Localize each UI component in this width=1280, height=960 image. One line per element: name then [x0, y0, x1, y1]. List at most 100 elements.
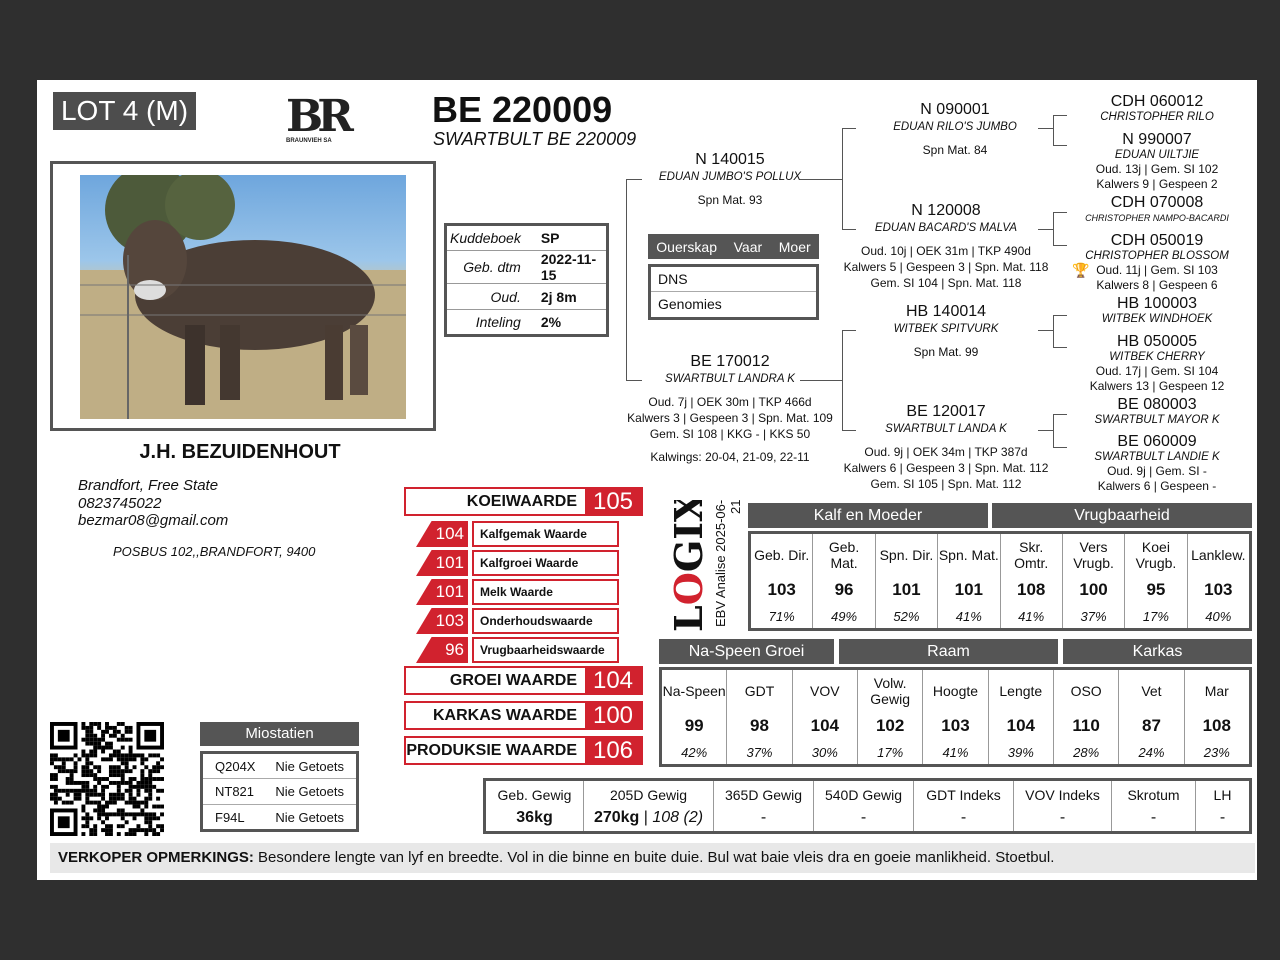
ebv-accuracy: 23%	[1203, 744, 1230, 760]
ebv-accuracy: 37%	[746, 744, 773, 760]
ebv-column: Na-Speen 99 42%	[662, 670, 726, 764]
ebv-value: 95	[1146, 580, 1166, 600]
ebv-column: Geb. Dir. 103 71%	[751, 534, 812, 628]
logix-logo: LOGIX	[666, 492, 711, 634]
pedigree-line	[1053, 447, 1067, 448]
ebv-value: 103	[1204, 580, 1233, 600]
ebv-column: Vet 87 24%	[1118, 670, 1183, 764]
ebv-accuracy: 71%	[768, 608, 795, 624]
group-header: Karkas	[1063, 639, 1252, 664]
pedigree-gen3: BE 080003 SWARTBULT MAYOR K	[1094, 396, 1220, 427]
qr-code[interactable]	[50, 722, 164, 836]
sub-value-label: Onderhoudswaarde	[472, 608, 619, 634]
pedigree-dam-sire: HB 140014 WITBEK SPITVURK Spn Mat. 99	[893, 303, 999, 359]
karkas-waarde-box: KARKAS WAARDE 100	[404, 701, 643, 730]
ebv-label: VOV	[810, 683, 840, 700]
weight-column: 540D Gewig -	[813, 781, 913, 831]
sub-value-label: Kalfgemak Waarde	[472, 521, 619, 547]
weight-label: 540D Gewig	[824, 787, 903, 803]
parentage-box: DNS Genomies	[648, 264, 819, 320]
pedigree-line	[842, 229, 856, 230]
pedigree-line	[1053, 245, 1067, 246]
ebv-column: VOV 104 30%	[791, 670, 857, 764]
weight-label: LH	[1213, 787, 1232, 803]
sub-value-label: Melk Waarde	[472, 579, 619, 605]
pedigree-gen3: CDH 050019 CHRISTOPHER BLOSSOM Oud. 11j | …	[1085, 232, 1229, 293]
pedigree-line	[1038, 229, 1053, 230]
sub-value-label: Kalfgroei Waarde	[472, 550, 619, 576]
ebv-column: OSO 110 28%	[1052, 670, 1118, 764]
weight-column: VOV Indeks -	[1013, 781, 1111, 831]
weight-label: Geb. Gewig	[497, 787, 572, 803]
ebv-accuracy: 24%	[1138, 744, 1165, 760]
remarks-text: Besondere lengte van lyf en breedte. Vol…	[258, 849, 1055, 866]
info-value: SP	[532, 224, 608, 251]
ebv-value: 102	[875, 716, 905, 736]
ebv-value: 101	[892, 580, 921, 600]
pedigree-line	[626, 380, 642, 381]
weight-number: 270kg	[593, 809, 640, 826]
myostatin-gene: NT821	[201, 778, 264, 805]
weight-value: -	[814, 809, 913, 827]
weight-label: Skrotum	[1127, 787, 1180, 803]
ebv-column: Spn. Dir. 101 52%	[874, 534, 937, 628]
myostatin-result: Nie Getoets	[263, 804, 358, 831]
ebv-label: Lengte	[999, 683, 1043, 700]
ebv-label: Mar	[1204, 683, 1229, 700]
parentage-sire-col: Vaar	[733, 238, 763, 255]
ebv-value: 103	[941, 716, 970, 736]
pedigree-gen3: N 990007 EDUAN UILTJIE Oud. 13j | Gem. SI …	[1095, 131, 1219, 192]
pedigree-line	[800, 380, 842, 381]
weight-label: 365D Gewig	[724, 787, 803, 803]
sub-value-row: 96 Vrugbaarheidswaarde	[416, 637, 619, 663]
ebv-label: Koei Vrugb.	[1135, 539, 1177, 572]
ebv-accuracy: 42%	[681, 744, 708, 760]
pedigree-line	[1053, 347, 1067, 348]
ebv-accuracy: 41%	[1018, 608, 1045, 624]
pedigree-gen3: BE 060009 SWARTBULT LANDIE K Oud. 9j | Gem…	[1094, 433, 1220, 494]
ebv-label: OSO	[1070, 683, 1102, 700]
ebv-value: 87	[1142, 716, 1161, 736]
info-value: 2%	[532, 309, 608, 336]
bull-photo	[80, 175, 406, 419]
ebv-value: 96	[834, 580, 854, 600]
owner-email[interactable]: bezmar08@gmail.com	[78, 512, 229, 529]
pedigree-line	[1053, 414, 1054, 448]
ebv-label: Vers Vrugb.	[1073, 539, 1114, 572]
info-label: Inteling	[445, 309, 533, 336]
ebv-accuracy: 52%	[893, 608, 920, 624]
pedigree-line	[842, 330, 843, 431]
info-label: Oud.	[445, 283, 533, 310]
ebv-value: 104	[1006, 716, 1035, 736]
parentage-header: Ouerskap Vaar Moer	[648, 234, 819, 259]
ebv-label: Vet	[1141, 683, 1162, 700]
group-header: Raam	[839, 639, 1058, 664]
pedigree-gen3: HB 050005 WITBEK CHERRY Oud. 17j | Gem. SI…	[1089, 333, 1225, 394]
pedigree-line	[626, 179, 627, 381]
ebv-value: 98	[750, 716, 769, 736]
pedigree-line	[842, 330, 856, 331]
weight-label: VOV Indeks	[1025, 787, 1100, 803]
myostatin-result: Nie Getoets	[263, 752, 358, 779]
info-value: 2j 8m	[532, 283, 608, 310]
weight-index: 108 (2)	[652, 809, 704, 826]
ebv-column: Vers Vrugb. 100 37%	[1061, 534, 1124, 628]
produksie-waarde-box: PRODUKSIE WAARDE 106	[404, 736, 643, 765]
pedigree-line	[1053, 315, 1067, 316]
weight-number: -	[1059, 809, 1066, 826]
parentage-dam-col: Moer	[778, 238, 811, 255]
info-label: Kuddeboek	[445, 224, 533, 251]
owner-phone[interactable]: 0823745022	[78, 495, 162, 512]
remarks-label: VERKOPER OPMERKINGS:	[58, 849, 254, 866]
sub-value-number: 101	[416, 579, 468, 605]
pedigree-line	[1038, 330, 1053, 331]
ebv-accuracy: 40%	[1205, 608, 1232, 624]
ebv-column: Lanklew. 103 40%	[1186, 534, 1249, 628]
pedigree-line	[1053, 115, 1054, 146]
weight-value: -	[1014, 809, 1111, 827]
ebv-value: 99	[684, 716, 704, 736]
ebv-accuracy: 28%	[1073, 744, 1100, 760]
sub-value-number: 101	[416, 550, 468, 576]
pedigree-line	[1053, 315, 1054, 348]
weight-number: -	[760, 809, 767, 826]
